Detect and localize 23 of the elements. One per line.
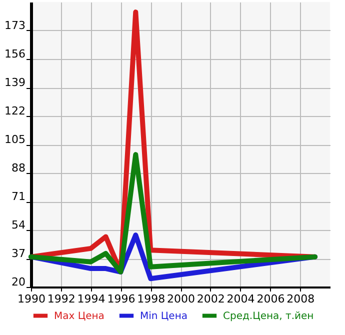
legend-label: Min Цена — [140, 310, 188, 322]
legend-label: Max Цена — [54, 310, 104, 322]
x-tick-label: 2000 — [167, 292, 195, 306]
x-tick-label: 1998 — [137, 292, 166, 306]
x-tick-label: 2002 — [196, 292, 225, 306]
y-tick-label: 122 — [4, 104, 26, 118]
x-tick-label: 2006 — [256, 292, 285, 306]
y-tick-label: 105 — [4, 133, 26, 146]
x-tick-label: 1994 — [77, 292, 106, 306]
y-tick-label: 88 — [12, 162, 26, 174]
x-tick-label: 1990 — [18, 292, 46, 306]
y-tick-label: 71 — [12, 190, 26, 203]
y-tick-label: 156 — [4, 48, 26, 60]
x-tick-label: 1996 — [107, 292, 136, 306]
x-tick-label: 2004 — [226, 292, 255, 306]
y-tick-label: 54 — [12, 218, 26, 232]
y-tick-label: 173 — [4, 19, 26, 32]
y-tick-label: 20 — [12, 276, 26, 288]
x-tick-label: 2008 — [286, 292, 315, 306]
x-tick-label: 1992 — [47, 292, 76, 306]
y-tick-label: 139 — [4, 76, 26, 89]
y-tick-label: 37 — [12, 247, 26, 260]
legend-label: Сред.Цена, т.йен — [223, 310, 314, 322]
